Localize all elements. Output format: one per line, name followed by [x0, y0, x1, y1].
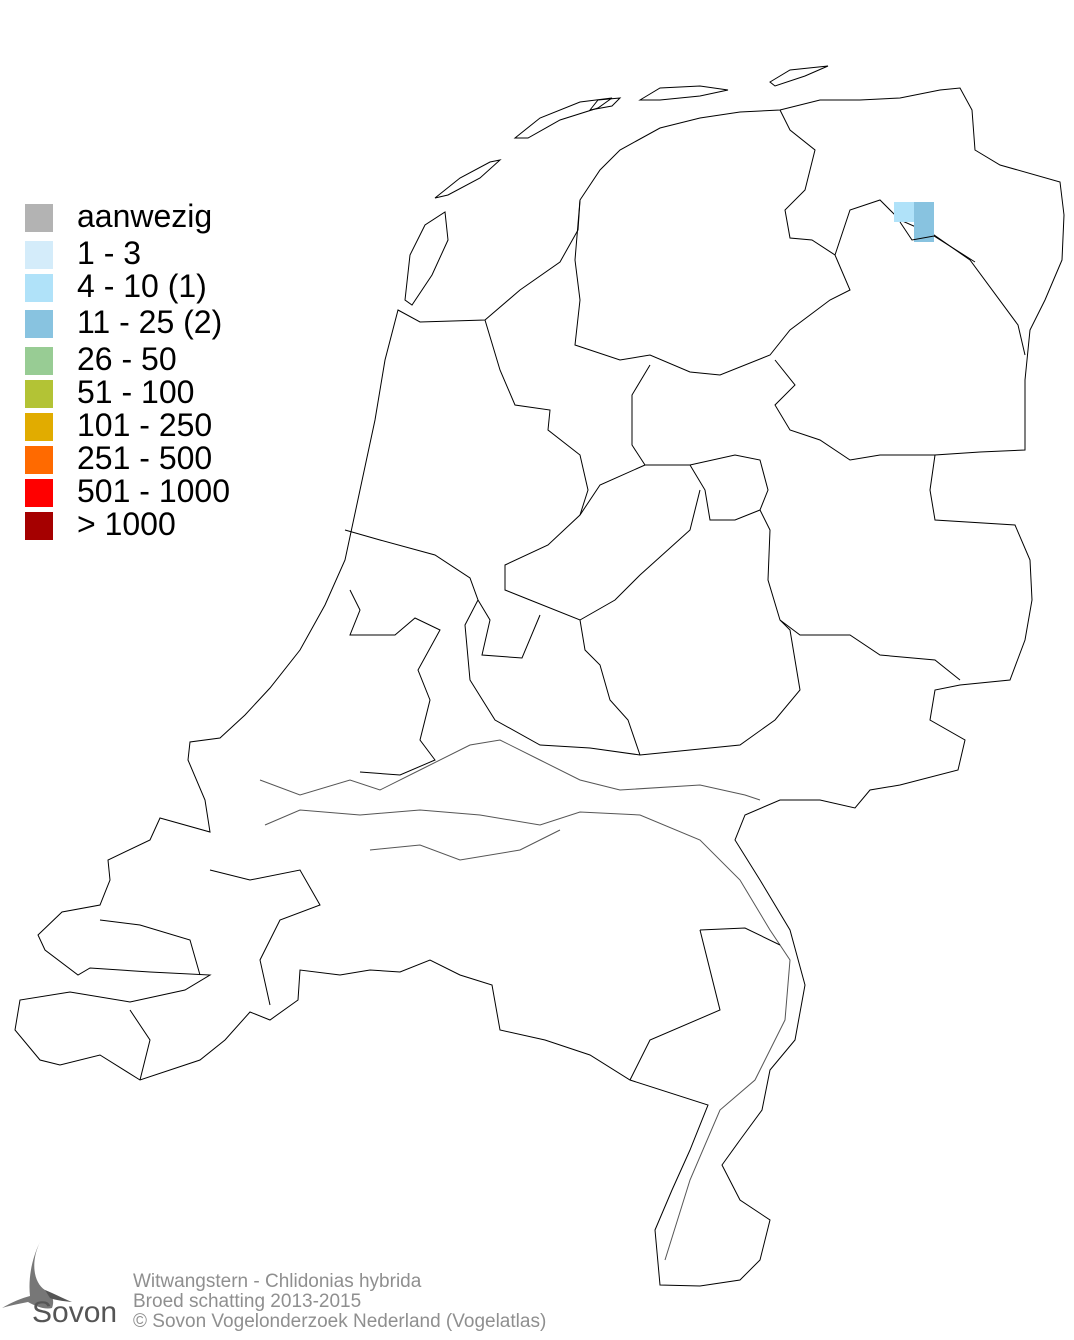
country-outline [14, 87, 1065, 1287]
logo-text: Sovon [32, 1296, 118, 1329]
province-border [484, 319, 589, 516]
legend-label: 501 - 1000 [77, 473, 231, 509]
island-terschelling [513, 97, 613, 139]
island-texel [404, 211, 449, 306]
province-border [477, 599, 541, 659]
legend-swatch [25, 241, 53, 269]
legend-swatch [25, 512, 53, 540]
province-border [689, 464, 761, 521]
map-subtitle: Broed schatting 2013-2015 [133, 1291, 362, 1312]
legend-label: 51 - 100 [77, 374, 195, 410]
province-border [899, 221, 976, 263]
river [259, 739, 761, 801]
island-schiermonnikoog [638, 85, 729, 101]
copyright: © Sovon Vogelonderzoek Nederland (Vogela… [133, 1311, 547, 1332]
river [369, 829, 561, 861]
province-border [629, 929, 721, 1081]
province-border [99, 919, 201, 976]
legend-label: aanwezig [77, 198, 213, 234]
province-border [344, 529, 801, 756]
legend-swatch [25, 479, 53, 507]
province-border [574, 109, 851, 376]
legend-label: 4 - 10 (1) [77, 268, 207, 304]
legend-label: 26 - 50 [77, 341, 177, 377]
legend-swatch [25, 413, 53, 441]
province-border [774, 359, 935, 461]
province-border [699, 927, 781, 946]
legend-label: 251 - 500 [77, 440, 213, 476]
province-border [579, 619, 641, 756]
province-border [504, 464, 701, 621]
legend-swatch [25, 347, 53, 375]
province-border [631, 364, 961, 681]
island-ameland [588, 97, 622, 111]
legend-swatch [25, 204, 53, 232]
province-border [349, 589, 441, 776]
island-vlieland [434, 159, 502, 199]
legend-swatch [25, 274, 53, 302]
river [264, 809, 791, 1261]
province-border [129, 1009, 151, 1081]
map-cell-4-10 [894, 202, 914, 222]
sovon-swallow-logo [2, 1242, 72, 1309]
island-rottumeroog [769, 65, 829, 87]
legend-swatch [25, 446, 53, 474]
legend-label: 101 - 250 [77, 407, 213, 443]
legend-label: 1 - 3 [77, 235, 142, 271]
legend-swatch [25, 310, 53, 338]
legend-swatch [25, 380, 53, 408]
species-title: Witwangstern - Chlidonias hybrida [133, 1271, 422, 1292]
map-cell-11-25 [914, 202, 934, 242]
province-border [209, 869, 321, 1006]
legend-label: > 1000 [77, 506, 176, 542]
legend-label: 11 - 25 (2) [77, 304, 223, 340]
map-credits: Witwangstern - Chlidonias hybrida Broed … [133, 1272, 546, 1332]
